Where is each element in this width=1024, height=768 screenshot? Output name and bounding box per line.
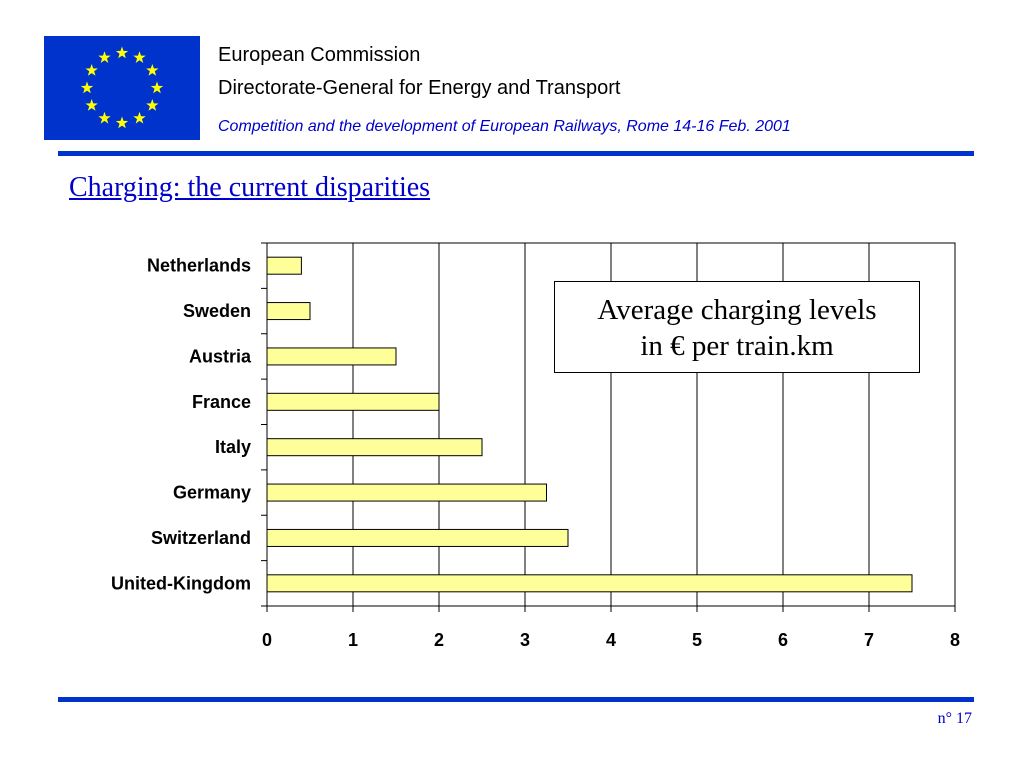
annotation-line-1: Average charging levels: [597, 294, 877, 326]
category-label: United-Kingdom: [111, 573, 251, 593]
bar: [266, 302, 311, 321]
x-tick-label: 7: [864, 630, 874, 650]
x-tick-label: 5: [692, 630, 702, 650]
flag-star: [115, 116, 129, 129]
x-tick-label: 6: [778, 630, 788, 650]
organization-name: European Commission: [218, 44, 421, 66]
top-divider: [58, 151, 974, 156]
category-label: Switzerland: [151, 528, 251, 548]
flag-star: [133, 111, 146, 124]
category-label: France: [192, 392, 251, 412]
flag-star: [98, 111, 111, 124]
flag-star: [80, 81, 94, 94]
flag-star: [146, 64, 159, 76]
x-tick-label: 1: [348, 630, 358, 650]
page-number: n° 17: [937, 710, 972, 727]
directorate-name: Directorate-General for Energy and Trans…: [218, 77, 621, 99]
eu-flag-icon: [44, 36, 200, 140]
flag-star: [85, 99, 98, 111]
conference-subtitle: Competition and the development of Europ…: [218, 118, 791, 135]
bar: [266, 392, 440, 411]
bar: [266, 347, 397, 366]
flag-star: [85, 64, 98, 76]
bar: [266, 438, 483, 457]
x-tick-label: 0: [262, 630, 272, 650]
bar: [266, 574, 913, 593]
annotation-line-2: in € per train.km: [640, 330, 834, 362]
bottom-divider: [58, 697, 974, 702]
flag-star: [150, 81, 164, 94]
x-tick-label: 2: [434, 630, 444, 650]
flag-star: [133, 51, 146, 63]
flag-star: [146, 99, 159, 111]
flag-star: [115, 46, 129, 59]
x-tick-label: 8: [950, 630, 960, 650]
x-tick-label: 3: [520, 630, 530, 650]
category-label: Netherlands: [147, 256, 251, 276]
slide-title: Charging: the current disparities: [69, 172, 431, 203]
flag-star: [98, 51, 111, 63]
bar: [266, 256, 302, 275]
bar: [266, 528, 569, 547]
chart-annotation-box: Average charging levels in € per train.k…: [554, 281, 920, 373]
x-tick-label: 4: [606, 630, 616, 650]
category-label: Sweden: [183, 301, 251, 321]
category-label: Italy: [215, 437, 251, 457]
bar: [266, 483, 547, 502]
category-label: Germany: [173, 483, 251, 503]
category-label: Austria: [189, 346, 252, 366]
